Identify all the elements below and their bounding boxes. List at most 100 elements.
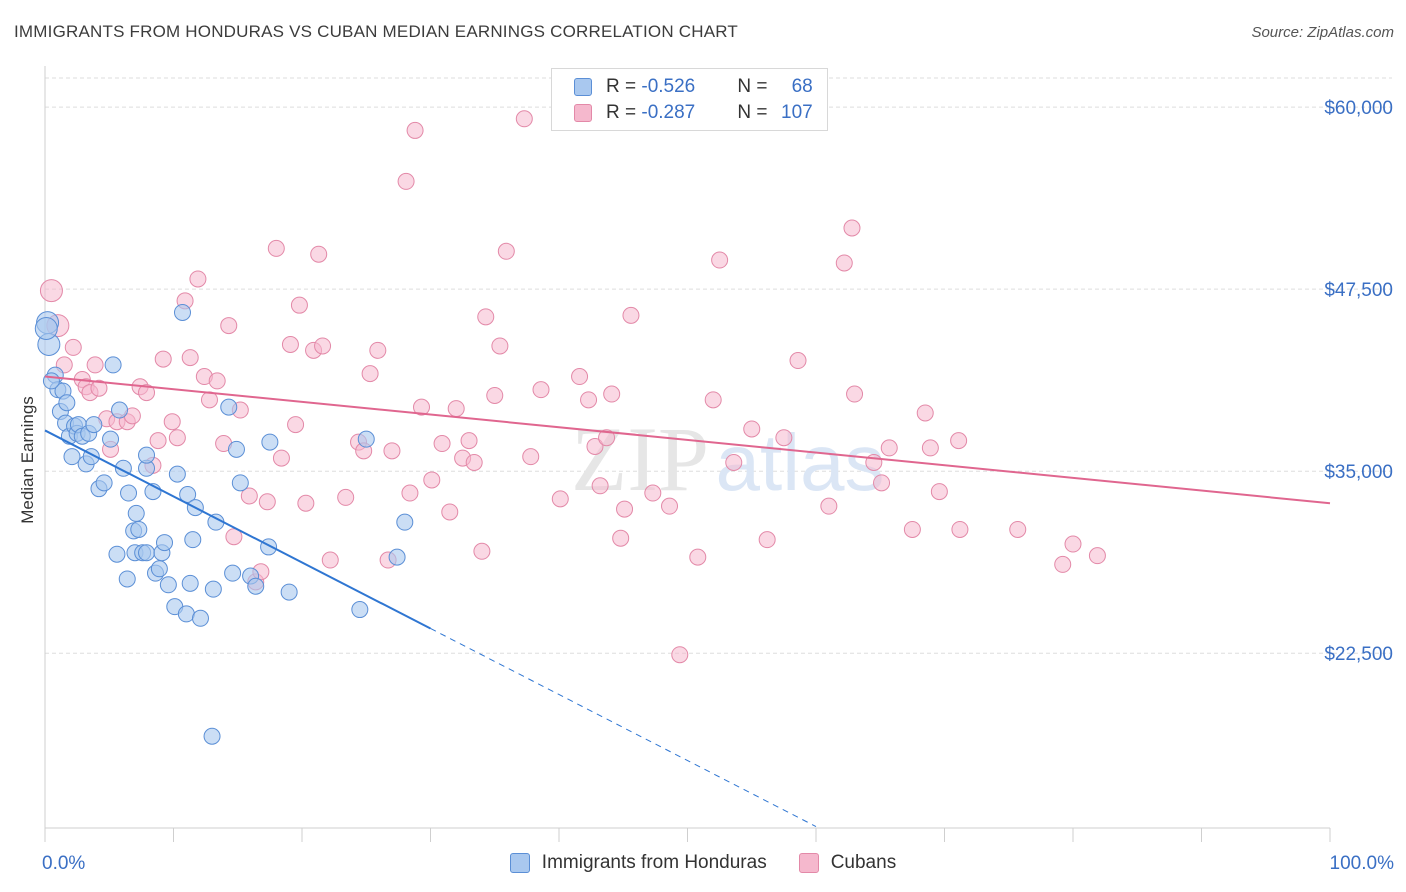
cubans-point (522, 448, 540, 466)
cubans-point (406, 121, 424, 139)
honduras-point (220, 398, 238, 416)
watermark: ZIP atlas (571, 408, 884, 510)
honduras-point (150, 560, 168, 578)
cubans-point (447, 400, 465, 418)
honduras-point (108, 545, 126, 563)
source-label: Source: ZipAtlas.com (1251, 24, 1394, 41)
legend-swatch-pink (798, 853, 819, 873)
honduras-point (85, 416, 103, 434)
cubans-point (725, 453, 743, 471)
legend-swatch-blue (509, 853, 530, 873)
cubans-point (711, 251, 729, 269)
cubans-point (903, 520, 921, 538)
honduras-point (177, 605, 195, 623)
cubans-point (591, 477, 609, 495)
cubans-point (704, 391, 722, 409)
axes (44, 66, 1331, 842)
cubans-point (775, 429, 793, 447)
cubans-point (616, 500, 634, 518)
honduras-point (159, 576, 177, 594)
cubans-point (551, 490, 569, 508)
honduras-point (138, 446, 156, 464)
cubans-point (820, 497, 838, 515)
cubans-point (930, 483, 948, 501)
cubans-point (310, 245, 328, 263)
cubans-point (433, 435, 451, 453)
cubans-point (149, 432, 167, 450)
cubans-point (532, 381, 550, 399)
cubans-point (154, 350, 172, 368)
cubans-point (571, 368, 589, 386)
legend-row-honduras: R = -0.526 N = 68 (574, 76, 813, 98)
legend-n-value: 68 (791, 76, 813, 97)
cubans-point (281, 336, 299, 354)
cubans-point (321, 551, 339, 569)
honduras-point (388, 548, 406, 566)
cubans-point (873, 474, 891, 492)
cubans-point (297, 494, 315, 512)
honduras-trend-extension (430, 628, 817, 827)
cubans-point (497, 242, 515, 260)
cubans-point (189, 270, 207, 288)
cubans-point (1064, 535, 1082, 553)
honduras-point (396, 513, 414, 531)
cubans-point (916, 404, 934, 422)
legend-r-label: R = (606, 76, 642, 97)
x-tick-label: 0.0% (42, 853, 85, 874)
cubans-point (491, 337, 509, 355)
cubans-point (138, 384, 156, 402)
cubans-point (789, 352, 807, 370)
legend-r-value: -0.287 (641, 102, 696, 123)
cubans-point (1009, 520, 1027, 538)
cubans-points (39, 110, 1106, 664)
cubans-point (220, 317, 238, 335)
cubans-point (383, 442, 401, 460)
cubans-point (603, 385, 621, 403)
honduras-point (357, 430, 375, 448)
honduras-point (224, 564, 242, 582)
series-legend-honduras[interactable]: Immigrants from Honduras (509, 852, 767, 874)
legend-row-cubans: R = -0.287 N = 107 (574, 102, 813, 124)
cubans-point (486, 386, 504, 404)
honduras-points (34, 303, 414, 745)
honduras-point (156, 534, 174, 552)
watermark-zip: ZIP (571, 408, 709, 510)
honduras-point (120, 484, 138, 502)
cubans-point (580, 391, 598, 409)
honduras-point (104, 356, 122, 374)
cubans-point (401, 484, 419, 502)
cubans-point (598, 429, 616, 447)
honduras-point (181, 574, 199, 592)
honduras-point (138, 544, 156, 562)
cubans-point (689, 548, 707, 566)
cubans-point (465, 453, 483, 471)
honduras-point (168, 465, 186, 483)
y-tick-label: $60,000 (1324, 98, 1393, 119)
cubans-point (208, 372, 226, 390)
honduras-point (204, 580, 222, 598)
cubans-point (1054, 555, 1072, 573)
cubans-point (272, 449, 290, 467)
cubans-point (413, 398, 431, 416)
cubans-point (361, 365, 379, 383)
legend-swatch-blue (574, 78, 592, 96)
cubans-point (880, 439, 898, 457)
cubans-point (586, 437, 604, 455)
cubans-point (39, 279, 63, 303)
honduras-point (34, 316, 58, 340)
cubans-point (168, 429, 186, 447)
cubans-point (86, 356, 104, 374)
cubans-point (64, 338, 82, 356)
honduras-point (111, 401, 129, 419)
honduras-point (179, 486, 197, 504)
legend-r-value: -0.526 (641, 76, 696, 97)
cubans-point (423, 471, 441, 489)
honduras-point (102, 430, 120, 448)
y-tick-label: $35,000 (1324, 462, 1393, 483)
cubans-point (267, 239, 285, 257)
cubans-point (225, 528, 243, 546)
legend-swatch-pink (574, 104, 592, 122)
series-legend-label: Immigrants from Honduras (541, 852, 767, 873)
series-legend-cubans[interactable]: Cubans (798, 852, 896, 874)
cubans-point (1088, 547, 1106, 565)
